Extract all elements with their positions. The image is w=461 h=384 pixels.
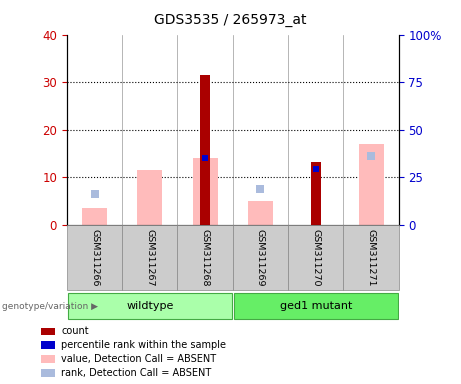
Text: genotype/variation ▶: genotype/variation ▶	[2, 302, 98, 311]
Text: GSM311270: GSM311270	[311, 229, 320, 287]
Text: percentile rank within the sample: percentile rank within the sample	[61, 340, 226, 350]
Text: wildtype: wildtype	[126, 301, 173, 311]
Text: count: count	[61, 326, 89, 336]
Bar	[233, 225, 288, 290]
Text: GSM311267: GSM311267	[145, 229, 154, 287]
Text: GDS3535 / 265973_at: GDS3535 / 265973_at	[154, 13, 307, 27]
Bar	[68, 293, 232, 319]
Text: GSM311271: GSM311271	[366, 229, 376, 287]
Text: GSM311268: GSM311268	[201, 229, 210, 287]
Bar	[41, 328, 55, 335]
Bar	[343, 225, 399, 290]
Bar	[122, 225, 177, 290]
Bar	[311, 162, 321, 225]
Bar	[248, 201, 273, 225]
Text: rank, Detection Call = ABSENT: rank, Detection Call = ABSENT	[61, 368, 212, 378]
Bar	[41, 355, 55, 363]
Bar	[82, 208, 107, 225]
Bar	[41, 369, 55, 377]
Bar	[193, 158, 218, 225]
Bar	[234, 293, 398, 319]
Text: value, Detection Call = ABSENT: value, Detection Call = ABSENT	[61, 354, 216, 364]
Bar	[177, 225, 233, 290]
Bar	[200, 75, 210, 225]
Text: GSM311269: GSM311269	[256, 229, 265, 287]
Bar	[288, 225, 343, 290]
Bar	[359, 144, 384, 225]
Bar	[137, 170, 162, 225]
Bar	[41, 341, 55, 349]
Bar	[67, 225, 122, 290]
Text: GSM311266: GSM311266	[90, 229, 99, 287]
Text: ged1 mutant: ged1 mutant	[280, 301, 352, 311]
